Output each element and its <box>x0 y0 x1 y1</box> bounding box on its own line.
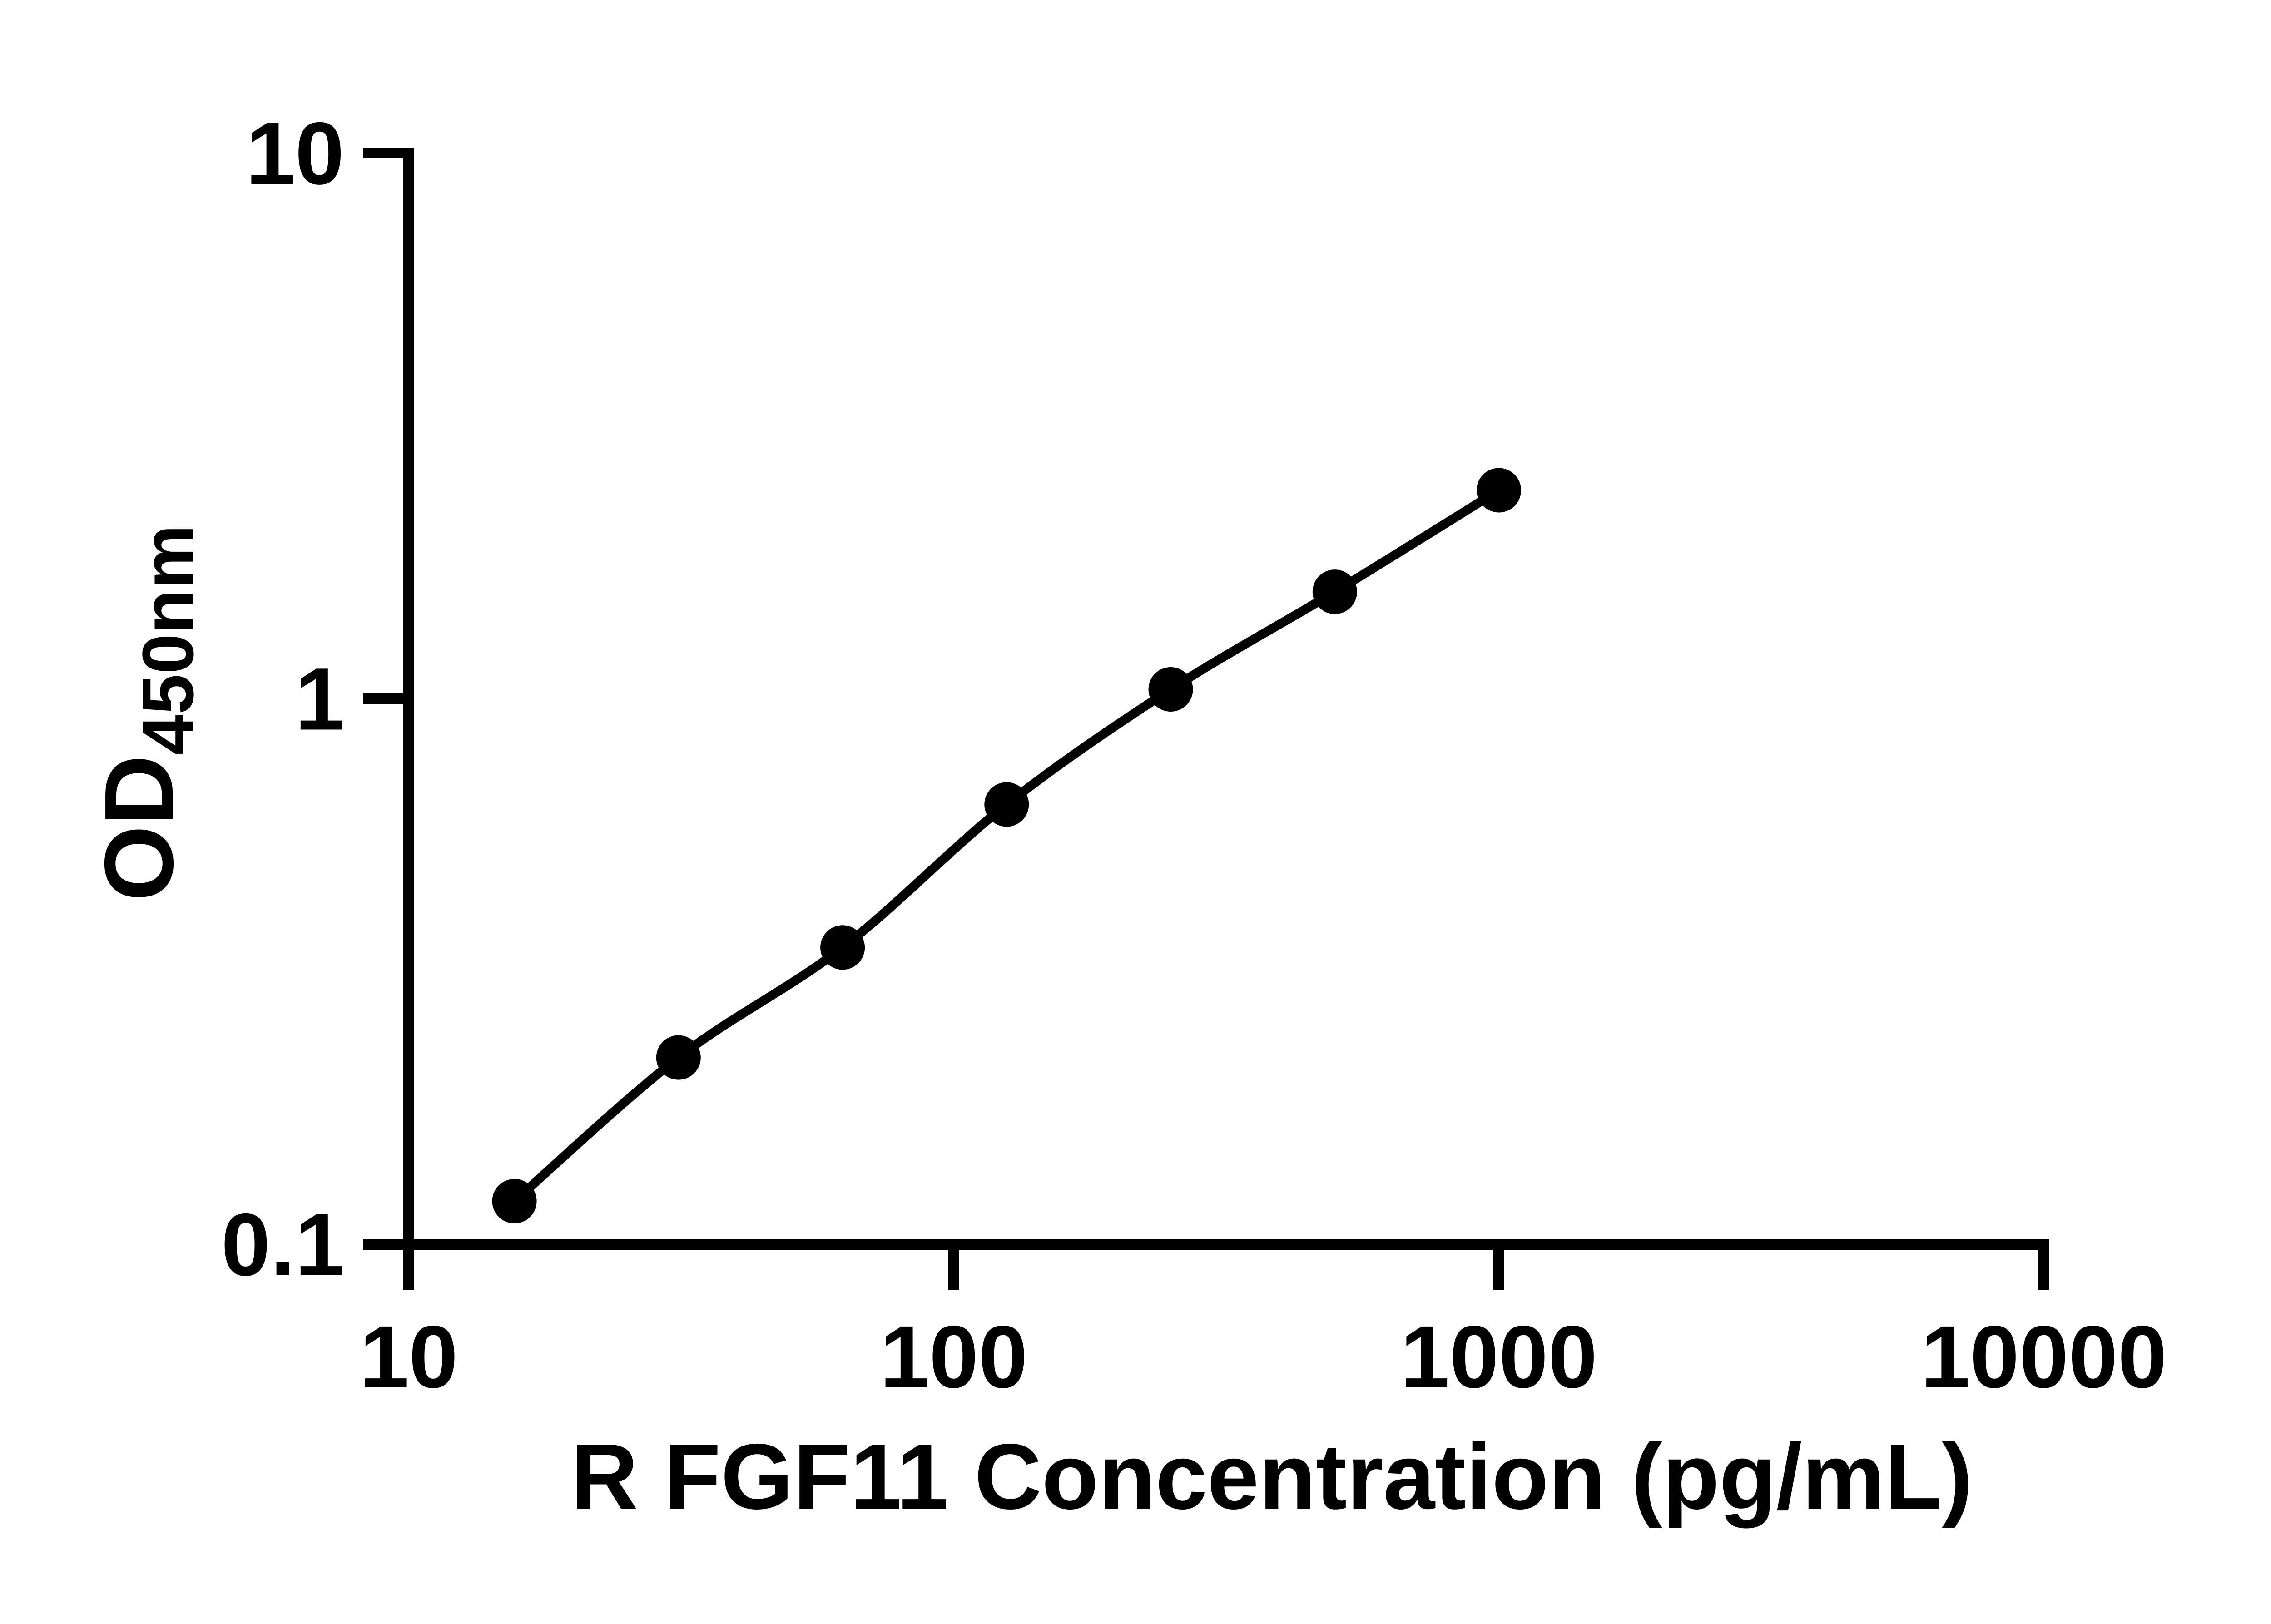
data-point-1000 <box>1477 468 1521 513</box>
y-axis-title-subscript: 450nm <box>127 525 208 755</box>
data-point-31.25 <box>656 1035 701 1080</box>
x-tick-label-10: 10 <box>360 1307 458 1406</box>
y-axis: 10 1 0.1 <box>221 104 414 1294</box>
y-tick-label-10: 10 <box>246 104 344 203</box>
y-tick-label-0.1: 0.1 <box>221 1195 344 1294</box>
y-axis-title-main: OD <box>84 755 193 901</box>
x-tick-label-10000: 10000 <box>1921 1307 2167 1406</box>
data-point-125 <box>984 782 1029 827</box>
data-point-15.625 <box>492 1178 537 1223</box>
y-axis-title: OD450nm <box>84 525 208 901</box>
y-tick-label-1: 1 <box>295 650 344 749</box>
x-axis: 10 100 1000 10000 <box>360 1239 2167 1406</box>
series-points <box>492 468 1521 1223</box>
x-axis-title: R FGF11 Concentration (pg/mL) <box>571 1425 1973 1529</box>
data-point-250 <box>1148 667 1193 712</box>
x-tick-label-1000: 1000 <box>1400 1307 1597 1406</box>
data-point-62.5 <box>820 925 865 970</box>
data-point-500 <box>1312 569 1357 614</box>
x-tick-label-100: 100 <box>880 1307 1027 1406</box>
